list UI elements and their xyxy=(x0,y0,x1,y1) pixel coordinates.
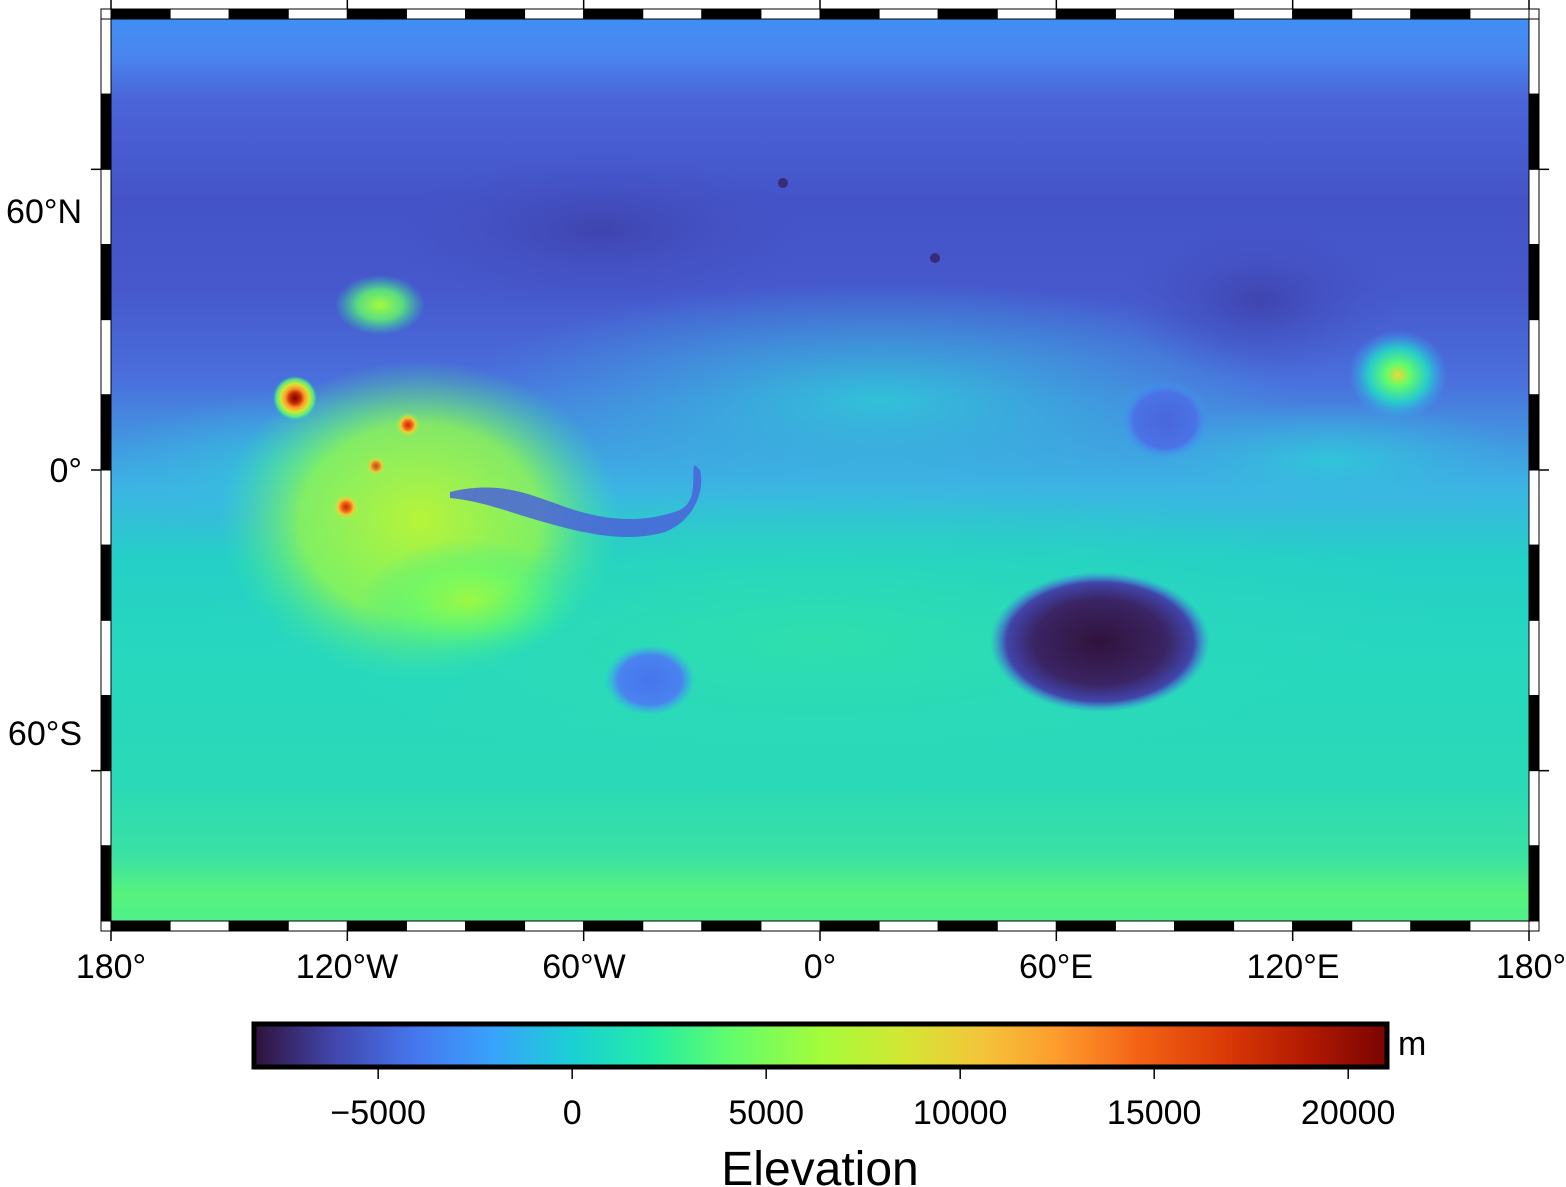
lon-label-180w: 180° xyxy=(76,948,146,986)
frame-segment-bottom xyxy=(1410,920,1471,932)
frame-segment-bottom xyxy=(1174,920,1235,932)
colorbar-title: Elevation xyxy=(721,1143,918,1187)
frame-segment-bottom xyxy=(760,920,821,932)
frame-segment-left xyxy=(100,93,112,170)
colorbar-tick-label: 15000 xyxy=(1107,1094,1202,1132)
lat-label-0: 0° xyxy=(49,452,82,490)
frame-segment-left xyxy=(100,244,112,321)
colorbar-tick-labels: −5000 0 5000 10000 15000 20000 xyxy=(330,1094,1395,1132)
frame-segment-top xyxy=(819,8,880,20)
colorbar-tick-label: 10000 xyxy=(913,1094,1008,1132)
frame-segment-top xyxy=(228,8,289,20)
frame-segment-top xyxy=(465,8,526,20)
frame-segment-right xyxy=(1528,770,1540,847)
frame-segment-top xyxy=(1174,8,1235,20)
frame-segment-top xyxy=(1410,8,1471,20)
frame-segment-left xyxy=(100,469,112,546)
map-ticks xyxy=(91,0,1549,941)
frame-segment-right xyxy=(1528,845,1540,922)
lon-label-120w: 120°W xyxy=(296,948,398,986)
frame-segment-bottom xyxy=(819,920,880,932)
lon-label-120e: 120°E xyxy=(1246,948,1339,986)
colorbar-tick-label: 5000 xyxy=(728,1094,804,1132)
frame-segment-bottom xyxy=(465,920,526,932)
frame-segment-bottom xyxy=(1114,920,1175,932)
colorbar-tick-label: −5000 xyxy=(330,1094,426,1132)
frame-segment-top xyxy=(1114,8,1175,20)
frame-segment-right xyxy=(1528,619,1540,696)
frame-segment-left xyxy=(100,168,112,245)
frame-segment-top xyxy=(1233,8,1294,20)
frame-segment-bottom xyxy=(583,920,644,932)
frame-segment-bottom xyxy=(1469,920,1530,932)
frame-segment-right xyxy=(1528,469,1540,546)
frame-segment-bottom xyxy=(346,920,407,932)
frame-segment-bottom xyxy=(405,920,466,932)
frame-segment-bottom xyxy=(701,920,762,932)
lon-label-180e: 180° xyxy=(1496,948,1566,986)
frame-segment-top xyxy=(878,8,939,20)
colorbar-unit: m xyxy=(1398,1025,1426,1063)
frame-segment-top xyxy=(1292,8,1353,20)
frame-segment-bottom xyxy=(937,920,998,932)
frame-segment-bottom xyxy=(110,920,171,932)
colorbar-ticks xyxy=(377,1067,1349,1079)
colorbar-tick-label: 20000 xyxy=(1301,1094,1396,1132)
frame-segment-top xyxy=(169,8,230,20)
frame-segment-left xyxy=(100,544,112,621)
frame-segment-top xyxy=(996,8,1057,20)
frame-segment-top xyxy=(287,8,348,20)
frame-segment-top xyxy=(642,8,703,20)
colorbar-tick-label: 0 xyxy=(563,1094,582,1132)
frame-segment-right xyxy=(1528,394,1540,471)
frame-segment-right xyxy=(1528,93,1540,170)
frame-segment-right xyxy=(1528,544,1540,621)
frame-segment-right xyxy=(1528,168,1540,245)
frame-segment-top xyxy=(405,8,466,20)
elevation-map xyxy=(111,19,1529,921)
frame-segment-top xyxy=(1351,8,1412,20)
frame-segment-top xyxy=(583,8,644,20)
frame-segment-left xyxy=(100,845,112,922)
frame-segment-left xyxy=(100,619,112,696)
frame-segment-right xyxy=(1528,244,1540,321)
frame-segment-top xyxy=(346,8,407,20)
lat-label-60n: 60°N xyxy=(6,193,82,231)
frame-segment-left xyxy=(100,394,112,471)
frame-segment-right xyxy=(1528,18,1540,95)
frame-segment-bottom xyxy=(524,920,585,932)
frame-segment-left xyxy=(100,695,112,772)
frame-segment-top xyxy=(760,8,821,20)
frame-segment-bottom xyxy=(642,920,703,932)
frame-segment-bottom xyxy=(287,920,348,932)
lon-label-60e: 60°E xyxy=(1019,948,1093,986)
frame-segment-top xyxy=(1469,8,1530,20)
frame-segment-left xyxy=(100,770,112,847)
frame-segment-bottom xyxy=(1292,920,1353,932)
frame-segment-top xyxy=(1055,8,1116,20)
frame-segment-right xyxy=(1528,319,1540,396)
frame-segment-bottom xyxy=(228,920,289,932)
frame-segment-top xyxy=(937,8,998,20)
frame-segment-bottom xyxy=(1233,920,1294,932)
frame-segment-top xyxy=(524,8,585,20)
frame-segment-bottom xyxy=(996,920,1057,932)
longitude-labels: 180° 120°W 60°W 0° 60°E 120°E 180° xyxy=(76,948,1566,986)
frame-segment-bottom xyxy=(1055,920,1116,932)
frame-segment-bottom xyxy=(1351,920,1412,932)
frame-segment-left xyxy=(100,319,112,396)
lon-label-60w: 60°W xyxy=(542,948,626,986)
colorbar-gradient xyxy=(251,1021,1390,1070)
frame-segment-top xyxy=(110,8,171,20)
frame-segment-top xyxy=(701,8,762,20)
lon-label-0: 0° xyxy=(804,948,837,986)
latitude-labels: 60°N 0° 60°S xyxy=(6,193,82,753)
colorbar: −5000 0 5000 10000 15000 20000 m Elevation xyxy=(251,1021,1426,1187)
frame-segment-left xyxy=(100,18,112,95)
frame-segment-bottom xyxy=(878,920,939,932)
frame-segment-right xyxy=(1528,695,1540,772)
frame-segment-bottom xyxy=(169,920,230,932)
lat-label-60s: 60°S xyxy=(8,715,82,753)
